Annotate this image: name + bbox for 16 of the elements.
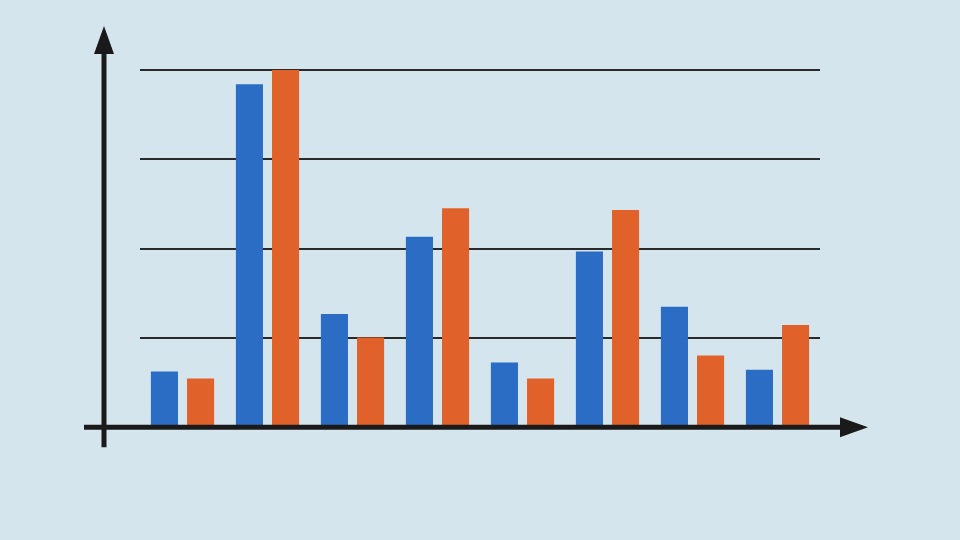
- bar: [697, 355, 725, 427]
- bar: [575, 251, 603, 427]
- bar: [187, 378, 215, 427]
- bar: [527, 378, 555, 427]
- bar: [357, 337, 385, 427]
- bar: [490, 362, 518, 427]
- bar: [150, 371, 178, 427]
- bar: [782, 325, 810, 427]
- bar: [745, 369, 773, 427]
- bar: [320, 313, 348, 427]
- bar: [405, 236, 433, 427]
- bar: [612, 210, 640, 427]
- bar: [660, 306, 688, 427]
- bar: [442, 208, 470, 427]
- bar: [235, 84, 263, 427]
- bar: [272, 70, 300, 427]
